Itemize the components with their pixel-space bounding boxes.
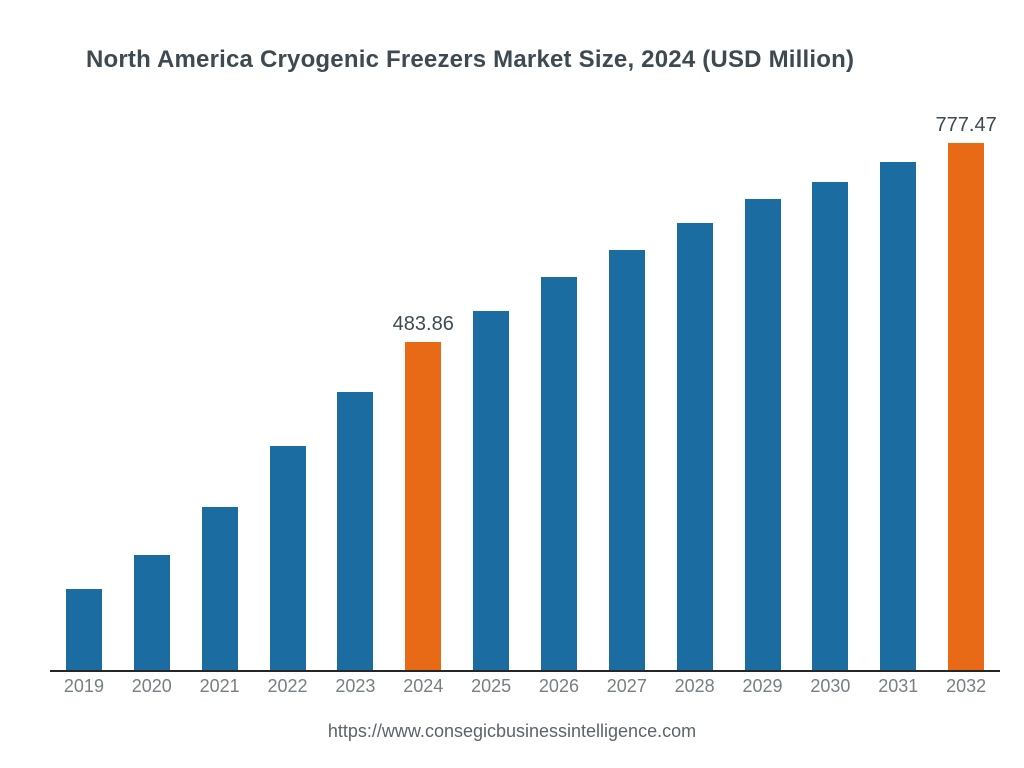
bar-col [118,128,186,670]
bar [677,223,713,670]
bar [337,392,373,670]
x-axis-line [50,670,1000,672]
bar-col [796,128,864,670]
bars-container: 483.86 777.47 [50,128,1000,670]
bar-value-label: 483.86 [389,313,457,336]
x-tick-label: 2023 [321,676,389,702]
bar-col [661,128,729,670]
bar [948,143,984,670]
bar-value-label: 777.47 [932,114,1000,137]
x-tick-label: 2019 [50,676,118,702]
bar [812,182,848,670]
x-tick-label: 2028 [661,676,729,702]
x-tick-label: 2022 [254,676,322,702]
bar-col [254,128,322,670]
x-tick-label: 2032 [932,676,1000,702]
bar-col [457,128,525,670]
bar [66,589,102,670]
x-tick-label: 2024 [389,676,457,702]
bar-col [864,128,932,670]
bar [405,342,441,670]
bar [473,311,509,670]
source-url: https://www.consegicbusinessintelligence… [0,721,1024,742]
x-tick-label: 2030 [796,676,864,702]
chart-wrap: North America Cryogenic Freezers Market … [0,0,1024,768]
chart-title: North America Cryogenic Freezers Market … [0,0,1024,74]
bar-col [50,128,118,670]
bar-col [186,128,254,670]
x-tick-label: 2021 [186,676,254,702]
bar-col [593,128,661,670]
bar [134,555,170,670]
x-tick-label: 2029 [729,676,797,702]
bar [202,507,238,670]
x-tick-label: 2031 [864,676,932,702]
bar [745,199,781,670]
bar [880,162,916,670]
bar-col [729,128,797,670]
x-tick-label: 2027 [593,676,661,702]
bar [270,446,306,670]
x-tick-label: 2020 [118,676,186,702]
bar-col: 483.86 [389,128,457,670]
bar [609,250,645,670]
x-axis-labels: 2019202020212022202320242025202620272028… [50,676,1000,702]
bar-col [321,128,389,670]
chart-area: 483.86777.47 201920202021202220232024202… [50,128,1000,698]
bar-col [525,128,593,670]
x-tick-label: 2025 [457,676,525,702]
x-tick-label: 2026 [525,676,593,702]
bar-col: 777.47 [932,128,1000,670]
bar [541,277,577,670]
